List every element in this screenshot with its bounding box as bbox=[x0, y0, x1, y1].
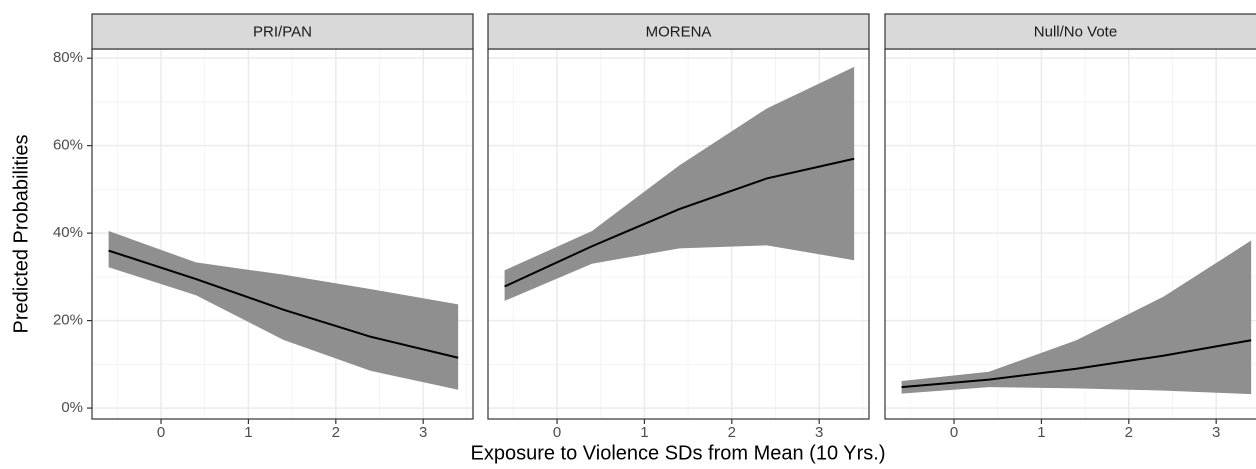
confidence-band bbox=[504, 66, 855, 301]
y-tick-label: 80% bbox=[53, 49, 83, 66]
strip bbox=[884, 13, 1256, 50]
x-tick-label: 2 bbox=[332, 424, 340, 441]
y-tick-label: 40% bbox=[53, 224, 83, 241]
line bbox=[504, 157, 855, 288]
x-tick-label: 0 bbox=[950, 424, 958, 441]
x-tick-label: 1 bbox=[244, 424, 252, 441]
y-tick-label: 20% bbox=[53, 312, 83, 329]
y-axis-title: Predicted Probabilities bbox=[10, 135, 32, 334]
x-tick-label: 3 bbox=[1212, 424, 1220, 441]
x-tick-label: 0 bbox=[157, 424, 165, 441]
x-axis-title: Exposure to Violence SDs from Mean (10 Y… bbox=[471, 442, 886, 464]
strip-label: PRI/PAN bbox=[253, 23, 312, 40]
line bbox=[901, 339, 1252, 389]
strip-label: Null/No Vote bbox=[1034, 23, 1117, 40]
strip-label: MORENA bbox=[646, 23, 712, 40]
x-tick-label: 2 bbox=[1125, 424, 1133, 441]
x-tick-label: 3 bbox=[815, 424, 823, 441]
x-tick-label: 0 bbox=[553, 424, 561, 441]
x-tick-label: 2 bbox=[728, 424, 736, 441]
x-tick-label: 1 bbox=[640, 424, 648, 441]
y-tick-label: 0% bbox=[61, 399, 83, 416]
strip bbox=[487, 13, 870, 50]
strip bbox=[91, 13, 474, 50]
x-tick-label: 3 bbox=[419, 424, 427, 441]
x-tick-label: 1 bbox=[1037, 424, 1045, 441]
line bbox=[108, 249, 459, 359]
y-tick-label: 60% bbox=[53, 137, 83, 154]
